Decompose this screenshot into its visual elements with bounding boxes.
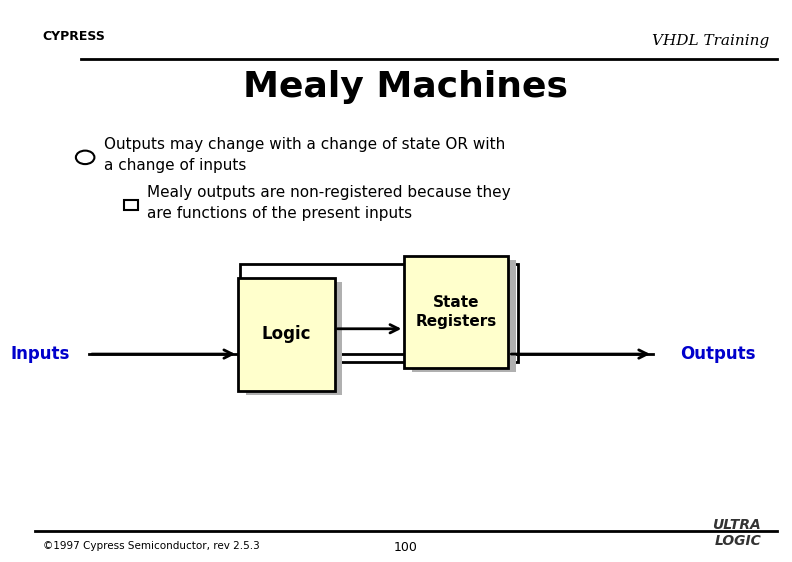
Text: ©1997 Cypress Semiconductor, rev 2.5.3: ©1997 Cypress Semiconductor, rev 2.5.3 <box>43 541 260 551</box>
Text: Mealy outputs are non-registered because they
are functions of the present input: Mealy outputs are non-registered because… <box>147 185 511 221</box>
Text: Outputs: Outputs <box>680 345 756 363</box>
Bar <box>240 264 518 362</box>
Text: VHDL Training: VHDL Training <box>652 34 769 48</box>
Bar <box>404 256 508 368</box>
Bar <box>124 200 138 210</box>
Text: CYPRESS: CYPRESS <box>43 30 105 43</box>
Text: ULTRA
LOGIC: ULTRA LOGIC <box>712 518 761 548</box>
Text: Inputs: Inputs <box>10 345 70 363</box>
Bar <box>246 282 342 395</box>
Text: Logic: Logic <box>261 325 311 343</box>
Text: Mealy Machines: Mealy Machines <box>243 70 568 104</box>
Text: 100: 100 <box>394 541 417 554</box>
Bar <box>238 278 335 391</box>
Bar <box>412 260 516 372</box>
Text: Outputs may change with a change of state OR with
a change of inputs: Outputs may change with a change of stat… <box>105 137 506 173</box>
Text: State
Registers: State Registers <box>416 294 497 329</box>
